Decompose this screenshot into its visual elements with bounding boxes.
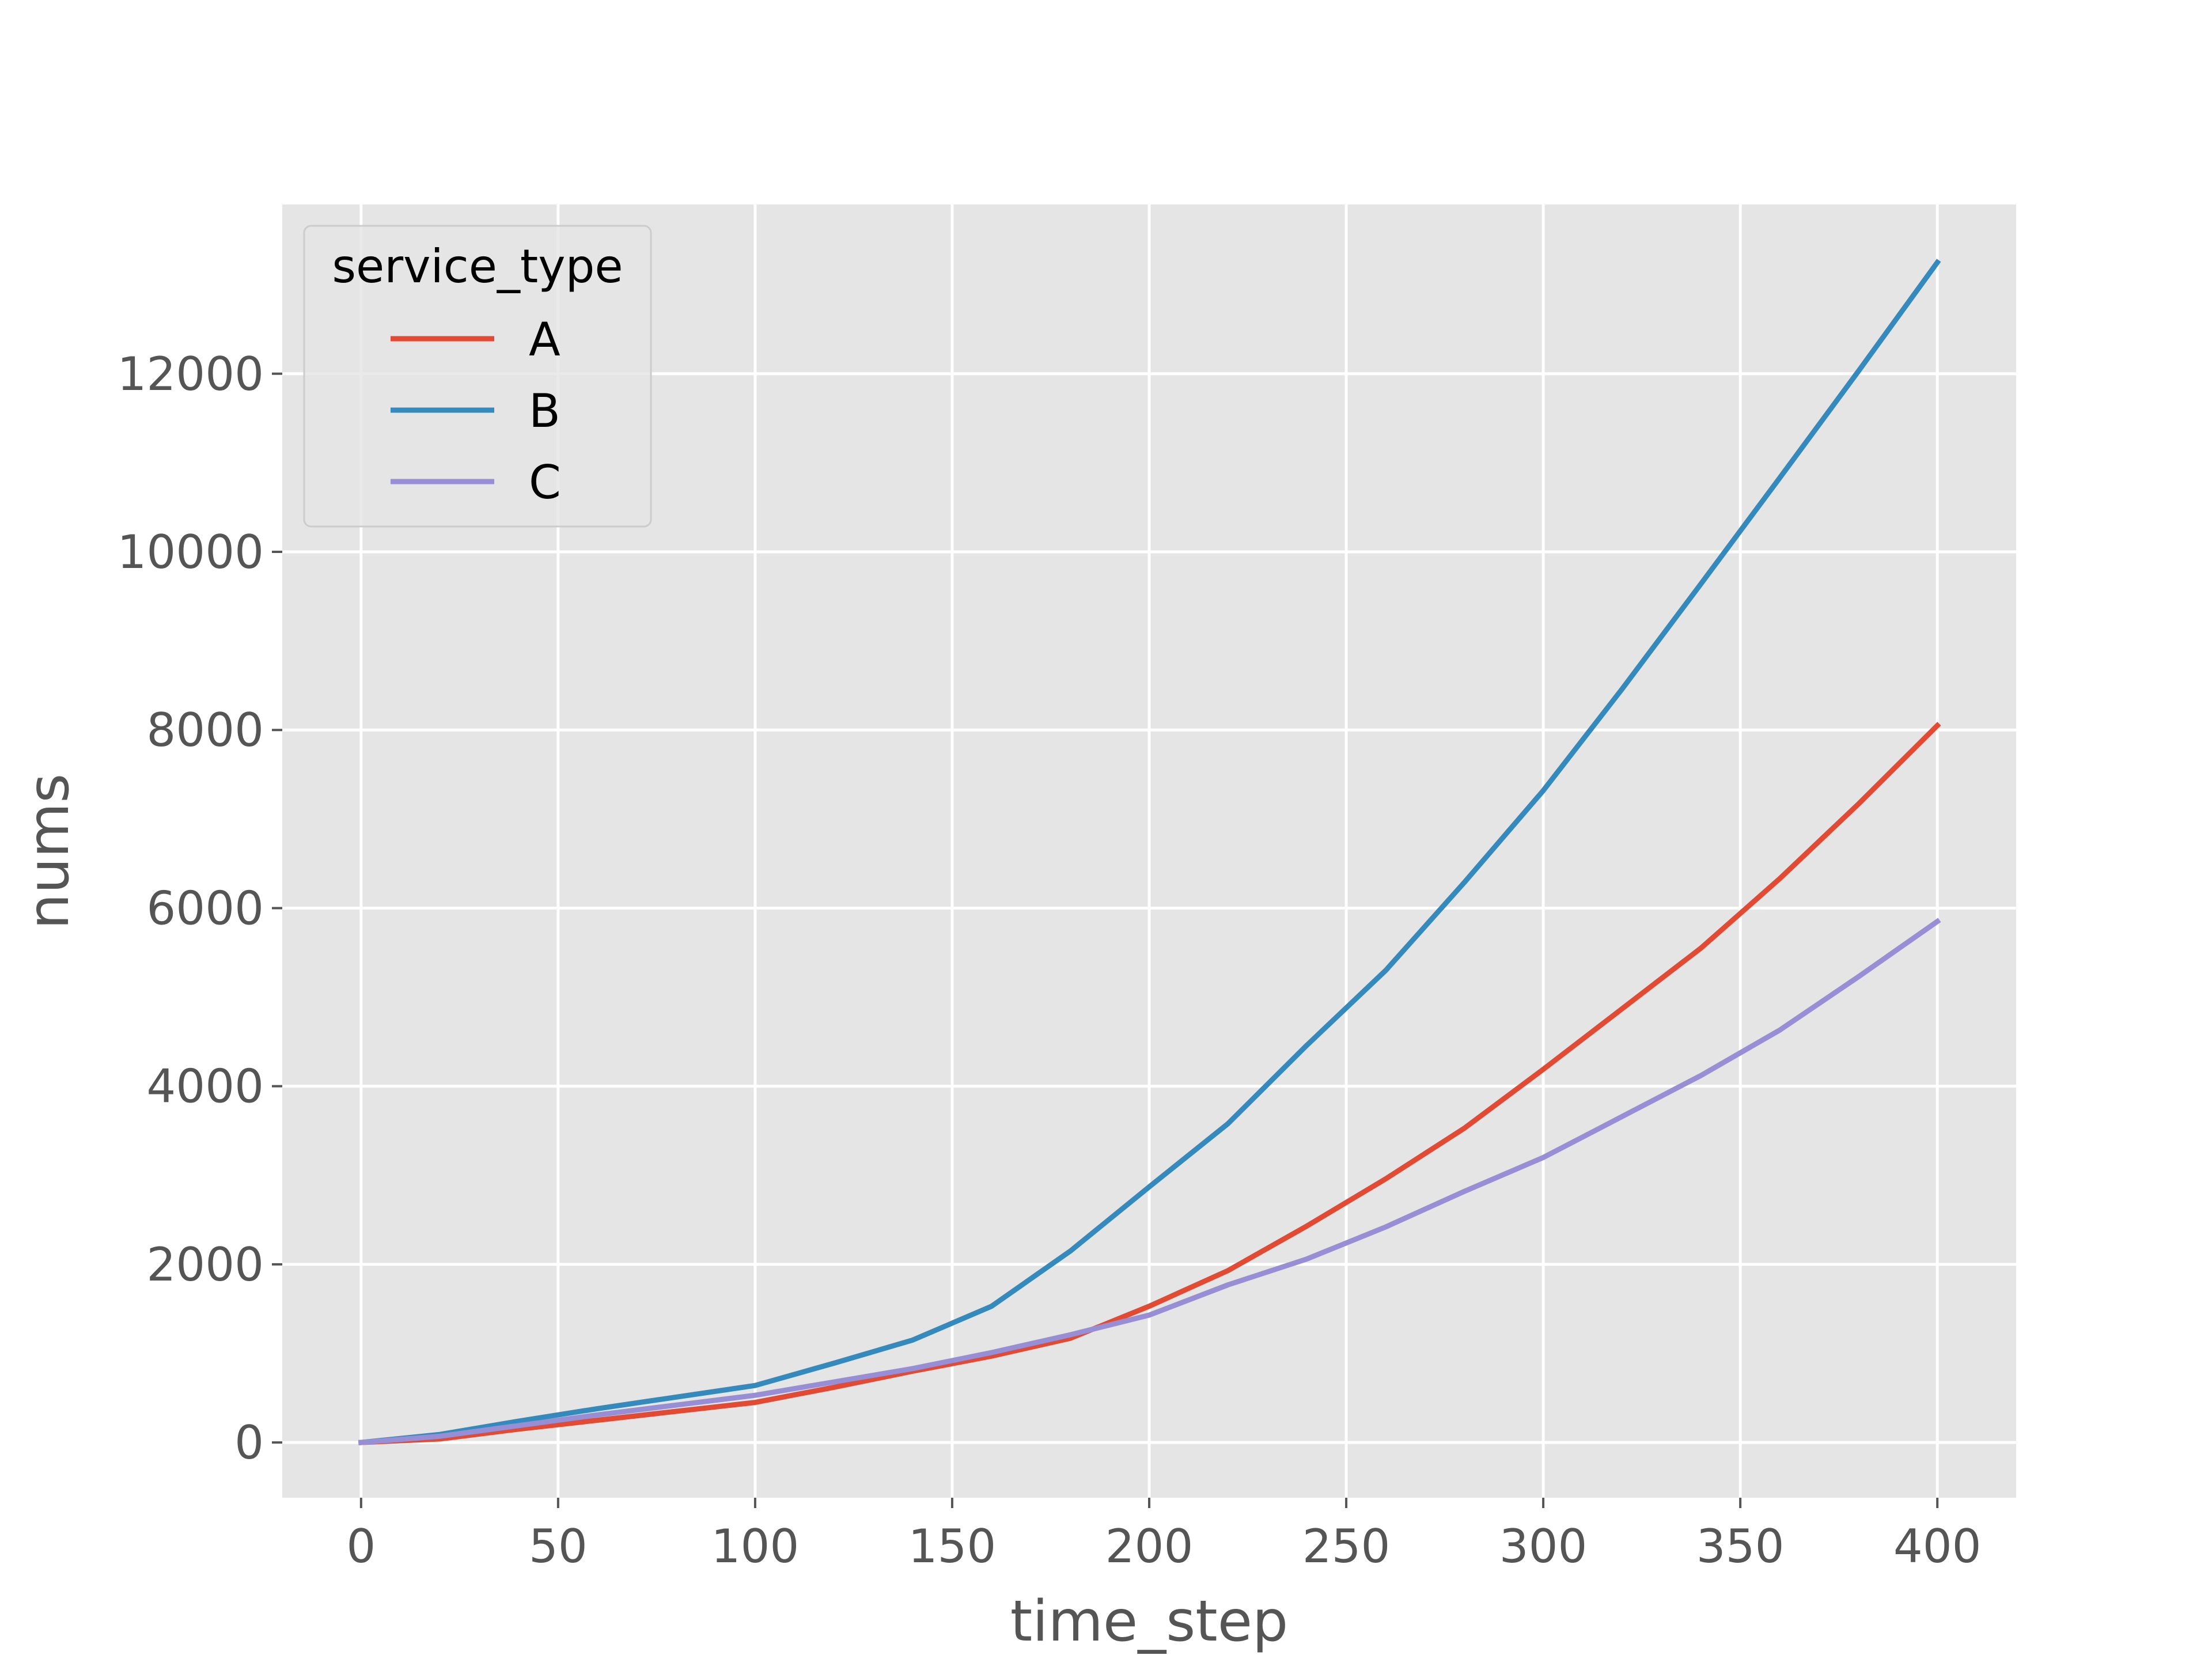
x-tick-label: 400 xyxy=(1893,1520,1982,1573)
y-tick-labels: 0 2000 4000 6000 8000 10000 12000 xyxy=(118,347,264,1469)
x-tick-label: 250 xyxy=(1302,1520,1391,1573)
y-tick-label: 4000 xyxy=(146,1060,264,1113)
legend-label-A: A xyxy=(529,313,560,366)
y-tick-label: 6000 xyxy=(146,881,264,935)
legend-title: service_type xyxy=(332,240,623,293)
y-tick-label: 12000 xyxy=(118,347,264,401)
series-line-B xyxy=(358,259,1941,1446)
legend-label-C: C xyxy=(529,456,561,509)
y-tick-label: 10000 xyxy=(118,525,264,579)
y-axis-label: nums xyxy=(16,774,82,930)
x-tick-labels: 0 50 100 150 200 250 300 350 400 xyxy=(346,1520,1981,1573)
x-tick-label: 350 xyxy=(1696,1520,1785,1573)
x-tick-label: 0 xyxy=(346,1520,376,1573)
x-tick-label: 150 xyxy=(908,1520,997,1573)
legend-label-B: B xyxy=(529,384,560,438)
series-line-A xyxy=(358,722,1941,1445)
x-tick-label: 200 xyxy=(1105,1520,1194,1573)
legend: service_type ABC xyxy=(303,225,652,528)
x-tick-label: 50 xyxy=(529,1520,588,1573)
series-line-C xyxy=(358,918,1941,1445)
x-tick-label: 300 xyxy=(1499,1520,1588,1573)
y-tick-label: 0 xyxy=(234,1416,264,1469)
series-lines xyxy=(358,259,1941,1446)
x-tick-label: 100 xyxy=(711,1520,800,1573)
x-axis-label: time_step xyxy=(1010,1589,1288,1654)
y-tick-label: 2000 xyxy=(146,1238,264,1291)
y-tick-label: 8000 xyxy=(146,703,264,757)
legend-box xyxy=(303,225,652,528)
